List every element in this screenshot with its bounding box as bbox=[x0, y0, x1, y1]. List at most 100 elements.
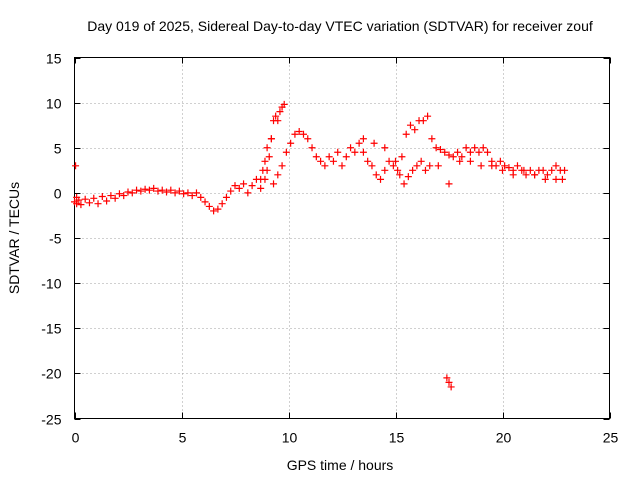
y-tick-label: -20 bbox=[41, 366, 61, 382]
data-point bbox=[291, 130, 299, 138]
data-point bbox=[443, 374, 451, 382]
data-point bbox=[240, 180, 248, 188]
data-point bbox=[90, 194, 98, 202]
data-point bbox=[244, 189, 252, 197]
y-tick-label: -25 bbox=[41, 412, 61, 428]
data-point bbox=[513, 162, 521, 170]
data-point bbox=[325, 153, 333, 161]
data-point bbox=[94, 200, 102, 208]
data-point bbox=[449, 153, 457, 161]
data-point bbox=[359, 148, 367, 156]
data-point bbox=[77, 201, 85, 209]
data-point bbox=[287, 139, 295, 147]
data-point bbox=[192, 189, 200, 197]
data-point bbox=[214, 205, 222, 213]
data-point bbox=[531, 171, 539, 179]
chart-title: Day 019 of 2025, Sidereal Day-to-day VTE… bbox=[87, 18, 593, 34]
data-point bbox=[398, 153, 406, 161]
data-point bbox=[434, 162, 442, 170]
data-point bbox=[432, 144, 440, 152]
data-point bbox=[520, 166, 528, 174]
data-point bbox=[257, 184, 265, 192]
data-point bbox=[81, 195, 89, 203]
data-point bbox=[411, 126, 419, 134]
x-tick-label: 5 bbox=[179, 430, 187, 446]
data-point bbox=[171, 189, 179, 197]
data-point bbox=[205, 202, 213, 210]
data-point bbox=[280, 100, 288, 108]
data-point bbox=[124, 188, 132, 196]
data-point bbox=[188, 192, 196, 200]
axis-ticks: 0 5 10 15 20 25 -25 -20 -15 -10 -5 0 5 10 15 bbox=[41, 51, 618, 446]
data-point bbox=[368, 162, 376, 170]
data-point bbox=[167, 186, 175, 194]
data-point bbox=[267, 135, 275, 143]
data-point bbox=[413, 162, 421, 170]
data-point bbox=[299, 130, 307, 138]
data-point bbox=[394, 166, 402, 174]
data-point bbox=[145, 186, 153, 194]
y-tick-label: 15 bbox=[46, 51, 62, 67]
data-point bbox=[270, 180, 278, 188]
data-point bbox=[75, 196, 83, 204]
data-point bbox=[445, 180, 453, 188]
data-point bbox=[235, 184, 243, 192]
data-point bbox=[496, 157, 504, 165]
data-point bbox=[499, 166, 506, 174]
data-point bbox=[321, 162, 329, 170]
data-point bbox=[426, 162, 434, 170]
y-tick-label: 5 bbox=[54, 141, 62, 157]
x-axis-label: GPS time / hours bbox=[287, 457, 394, 473]
data-point bbox=[218, 200, 226, 208]
data-point bbox=[484, 148, 492, 156]
data-point bbox=[392, 157, 399, 165]
data-point bbox=[417, 157, 425, 165]
data-point bbox=[257, 175, 265, 183]
data-point bbox=[543, 171, 551, 179]
data-point bbox=[355, 139, 363, 147]
data-point bbox=[329, 157, 337, 165]
data-point bbox=[73, 200, 81, 208]
data-point bbox=[526, 166, 534, 174]
data-point bbox=[276, 108, 284, 116]
data-point bbox=[552, 175, 560, 183]
data-point bbox=[381, 166, 389, 174]
data-point bbox=[308, 144, 316, 152]
data-point bbox=[445, 151, 453, 159]
data-point bbox=[466, 148, 474, 156]
data-point bbox=[406, 121, 414, 129]
data-point bbox=[479, 144, 487, 152]
data-point bbox=[428, 135, 436, 143]
data-point bbox=[154, 187, 162, 195]
data-point bbox=[259, 166, 267, 174]
data-point bbox=[462, 144, 470, 152]
data-point bbox=[304, 135, 312, 143]
data-point bbox=[120, 192, 128, 200]
data-point bbox=[351, 148, 359, 156]
y-tick-label: -15 bbox=[41, 321, 61, 337]
data-point bbox=[396, 171, 404, 179]
data-point bbox=[272, 112, 280, 120]
data-point bbox=[409, 166, 417, 174]
data-point bbox=[141, 185, 149, 193]
data-point bbox=[359, 135, 367, 143]
data-point bbox=[227, 187, 235, 195]
data-point bbox=[501, 162, 509, 170]
data-point bbox=[552, 162, 560, 170]
data-point bbox=[541, 175, 549, 183]
grid bbox=[74, 57, 610, 419]
data-point bbox=[419, 117, 427, 125]
data-point bbox=[475, 148, 483, 156]
data-point bbox=[364, 157, 372, 165]
data-point bbox=[370, 139, 378, 147]
data-point bbox=[477, 162, 485, 170]
data-point bbox=[389, 162, 397, 170]
data-point bbox=[312, 153, 320, 161]
data-point bbox=[488, 162, 496, 170]
data-point bbox=[522, 171, 530, 179]
data-point bbox=[342, 153, 350, 161]
data-point bbox=[471, 144, 479, 152]
data-point bbox=[421, 166, 429, 174]
data-point bbox=[107, 192, 115, 200]
data-point bbox=[295, 128, 303, 136]
